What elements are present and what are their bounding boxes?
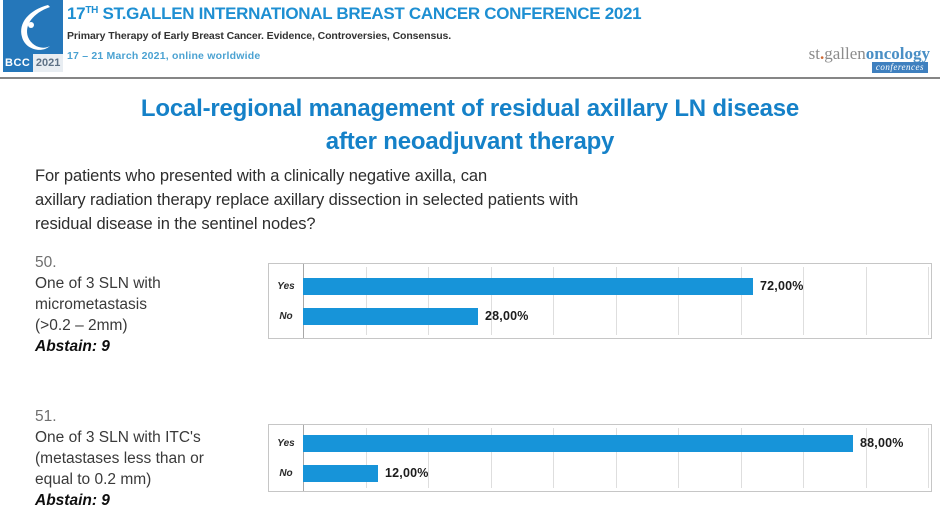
value-label: 72,00%: [760, 279, 804, 293]
category-label: No: [279, 310, 293, 322]
chart-row: No 12,00%: [269, 464, 931, 482]
category-label: Yes: [277, 280, 295, 292]
gridline: [490, 428, 492, 488]
question-line: equal to 0.2 mm): [35, 471, 152, 488]
chart-row: No 28,00%: [269, 307, 931, 325]
category-axis-line: [303, 264, 304, 338]
question-number: 50.: [35, 254, 57, 271]
gridline: [803, 428, 804, 488]
conference-title-rest: ST.GALLEN INTERNATIONAL BREAST CANCER CO…: [98, 4, 642, 23]
gridline: [428, 267, 429, 335]
gridline: [365, 428, 367, 488]
gridline: [803, 267, 804, 335]
slide-title-line2: after neoadjuvant therapy: [325, 128, 615, 155]
slide-title: Local-regional management of residual ax…: [0, 92, 940, 158]
conference-title-number: 17: [67, 4, 86, 23]
gridline: [678, 267, 679, 335]
conference-logo: BCC 2021: [3, 0, 63, 72]
bar: [303, 434, 853, 452]
org-logo-oncology: oncology: [865, 44, 930, 63]
gridline: [865, 428, 867, 488]
gridline: [553, 428, 554, 488]
question-intro-line: residual disease in the sentinel nodes?: [35, 215, 316, 233]
question-block-51: 51. One of 3 SLN with ITC's (metastases …: [35, 406, 265, 511]
poll-chart-q50: Yes 72,00% No 28,00%: [268, 263, 932, 339]
header-divider: [0, 77, 940, 79]
bcc-acronym: BCC: [3, 54, 34, 72]
value-label: 12,00%: [385, 466, 429, 480]
question-line: (metastases less than or: [35, 450, 204, 467]
chart-rows: Yes 72,00% No 28,00%: [269, 264, 931, 338]
abstain-note: Abstain: 9: [35, 492, 110, 509]
org-logo-gallen: gallen: [824, 44, 866, 63]
gridline: [553, 267, 554, 335]
bcc-logo-mark: [3, 0, 63, 54]
gridline: [615, 428, 617, 488]
gridline: [678, 428, 679, 488]
org-logo-dot: .: [819, 44, 825, 63]
bar: [303, 464, 378, 482]
gridline: [928, 428, 929, 488]
conference-title-ordinal: TH: [85, 5, 99, 16]
bar: [303, 277, 753, 295]
gridline: [740, 428, 742, 488]
stgallen-oncology-logo: st.gallenoncology: [809, 44, 930, 64]
question-line: micrometastasis: [35, 296, 147, 313]
question-line: (>0.2 – 2mm): [35, 317, 128, 334]
chart-rows: Yes 88,00% No 12,00%: [269, 425, 931, 491]
bcc-year: 2021: [33, 54, 63, 72]
question-line: One of 3 SLN with ITC's: [35, 429, 201, 446]
poll-chart-q51: Yes 88,00% No 12,00%: [268, 424, 932, 492]
conference-header: 17TH ST.GALLEN INTERNATIONAL BREAST CANC…: [67, 4, 642, 62]
conference-dates: 17 – 21 March 2021, online worldwide: [67, 50, 261, 62]
gridline: [615, 267, 617, 335]
bar: [303, 307, 478, 325]
abstain-note: Abstain: 9: [35, 338, 110, 355]
category-axis-line: [303, 425, 304, 491]
gridline: [428, 428, 429, 488]
conferences-badge: conferences: [871, 62, 928, 73]
category-label: No: [279, 467, 293, 479]
gridline: [740, 267, 742, 335]
question-number: 51.: [35, 408, 57, 425]
question-intro-line: For patients who presented with a clinic…: [35, 167, 488, 185]
value-label: 88,00%: [860, 436, 904, 450]
org-logo-st: st: [808, 44, 820, 63]
gridline: [928, 267, 929, 335]
question-intro: For patients who presented with a clinic…: [35, 164, 578, 236]
conference-subtitle: Primary Therapy of Early Breast Cancer. …: [67, 30, 452, 42]
slide-title-line1: Local-regional management of residual ax…: [140, 95, 800, 122]
gridline: [490, 267, 492, 335]
category-label: Yes: [277, 437, 295, 449]
chart-row: Yes 88,00%: [269, 434, 931, 452]
chart-row: Yes 72,00%: [269, 277, 931, 295]
bcc-logo-text: BCC 2021: [3, 54, 63, 72]
question-intro-line: axillary radiation therapy replace axill…: [35, 191, 579, 209]
question-block-50: 50. One of 3 SLN with micrometastasis (>…: [35, 252, 265, 357]
gridline: [365, 267, 367, 335]
gridline: [865, 267, 867, 335]
question-line: One of 3 SLN with: [35, 275, 161, 292]
value-label: 28,00%: [485, 309, 529, 323]
conference-title: 17TH ST.GALLEN INTERNATIONAL BREAST CANC…: [67, 4, 642, 24]
